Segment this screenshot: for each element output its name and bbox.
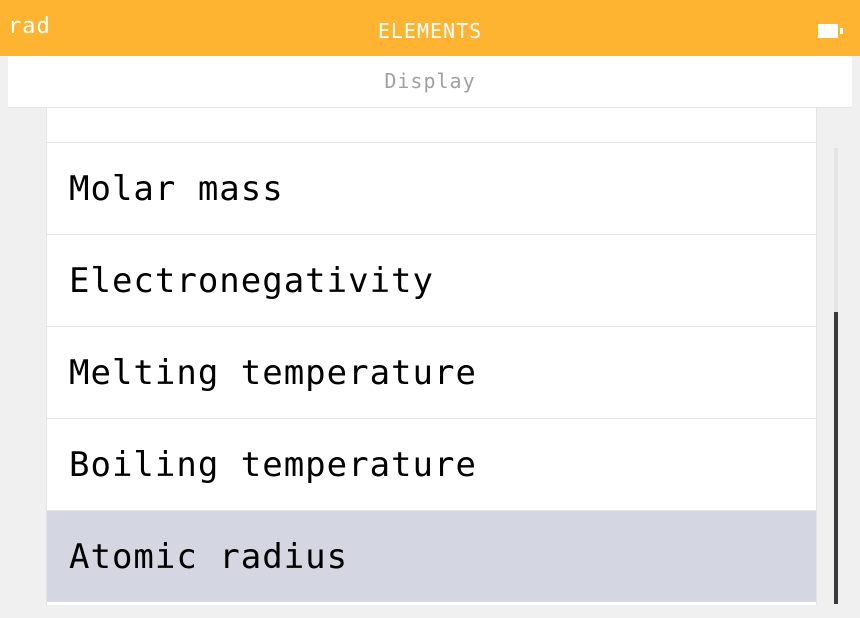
battery-body [818, 24, 838, 38]
list-item-label: Molar mass [69, 169, 284, 209]
list-item-label: Atomic radius [69, 537, 349, 577]
battery-icon [818, 24, 843, 38]
list-item-label: Boiling temperature [69, 445, 477, 485]
page-subheader: Display [8, 56, 852, 108]
display-options-list: Molar mass Electronegativity Melting tem… [46, 108, 817, 605]
battery-tip [840, 28, 843, 34]
angle-mode-indicator: rad [8, 14, 51, 39]
list-item-melting-temperature[interactable]: Melting temperature [47, 326, 816, 418]
list-item-partial[interactable] [47, 108, 816, 142]
list-item-atomic-radius[interactable]: Atomic radius [47, 510, 816, 602]
list-item-electronegativity[interactable]: Electronegativity [47, 234, 816, 326]
list-item-boiling-temperature[interactable]: Boiling temperature [47, 418, 816, 510]
scrollbar-thumb[interactable] [834, 312, 838, 604]
subheader-title: Display [384, 69, 476, 93]
scrollbar[interactable] [834, 148, 838, 604]
list-item-molar-mass[interactable]: Molar mass [47, 142, 816, 234]
list-item-label: Melting temperature [69, 353, 477, 393]
app-title: ELEMENTS [377, 19, 483, 43]
list-item-label: Electronegativity [69, 261, 434, 301]
status-bar: rad ELEMENTS [0, 0, 860, 56]
